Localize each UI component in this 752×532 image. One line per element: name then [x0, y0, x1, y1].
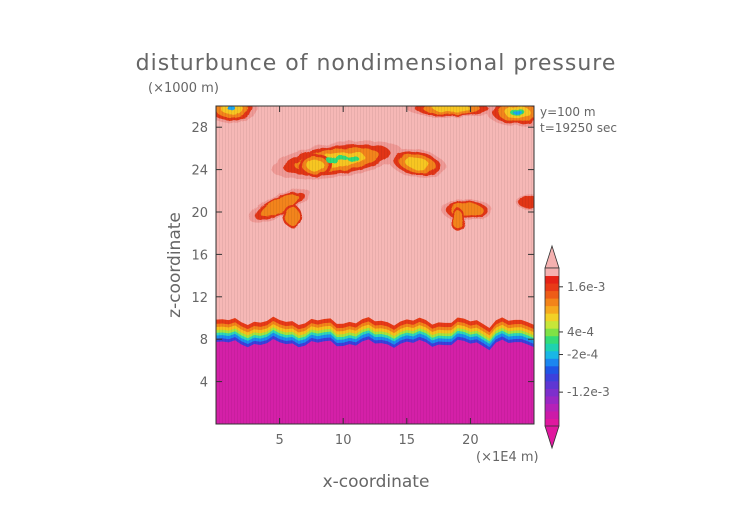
colorbar-label: 4e-4: [567, 325, 594, 339]
colorbar-swatch: [545, 298, 559, 307]
y-tick-label: 20: [191, 206, 208, 221]
colorbar-swatch: [545, 283, 559, 292]
x-unit-note: (×1E4 m): [476, 450, 539, 465]
info-line-y: y=100 m: [540, 105, 596, 119]
colorbar-swatch: [545, 305, 559, 314]
colorbar: [544, 244, 560, 450]
y-tick-label: 28: [191, 121, 208, 136]
info-line-t: t=19250 sec: [540, 121, 617, 135]
colorbar-swatch: [545, 395, 559, 404]
y-tick-label: 8: [200, 333, 208, 348]
colorbar-label: -1.2e-3: [567, 385, 610, 399]
y-tick-label: 24: [191, 164, 208, 179]
plot-area: [216, 106, 534, 424]
colorbar-swatch: [545, 313, 559, 322]
colorbar-label: 1.6e-3: [567, 280, 605, 294]
colorbar-swatch: [545, 380, 559, 389]
colorbar-label: -2e-4: [567, 348, 598, 362]
y-tick-label: 4: [200, 376, 208, 391]
colorbar-swatch: [545, 320, 559, 329]
colorbar-swatch: [545, 373, 559, 382]
colorbar-swatch: [545, 335, 559, 344]
colorbar-swatch: [545, 365, 559, 374]
colorbar-swatch: [545, 358, 559, 367]
x-axis-ticks: 5 10 15 20: [275, 106, 479, 448]
colorbar-swatch: [545, 418, 559, 427]
x-tick-label: 5: [275, 433, 283, 448]
colorbar-swatch: [545, 275, 559, 284]
y-axis-ticks: 4 8 12 16 20 24 28: [191, 121, 534, 391]
x-tick-label: 15: [399, 433, 416, 448]
plot-frame: [215, 105, 535, 425]
colorbar-swatch: [545, 268, 559, 277]
colorbar-swatch: [545, 328, 559, 337]
x-tick-label: 10: [335, 433, 352, 448]
y-tick-label: 16: [191, 248, 208, 263]
colorbar-frame: [544, 267, 560, 427]
colorbar-top-arrow: [544, 244, 560, 269]
colorbar-swatch: [545, 410, 559, 419]
colorbar-swatch: [545, 388, 559, 397]
scale-note: (×1000 m): [148, 81, 219, 96]
x-tick-label: 20: [462, 433, 479, 448]
chart-title: disturbunce of nondimensional pressure: [136, 51, 617, 76]
colorbar-bottom-arrow: [544, 425, 560, 450]
y-tick-label: 12: [191, 291, 208, 306]
grid-stripe-texture: [216, 106, 534, 424]
colorbar-swatch: [545, 343, 559, 352]
y-axis-label: z-coordinate: [165, 212, 185, 318]
x-axis-label: x-coordinate: [323, 472, 430, 492]
colorbar-swatch: [545, 350, 559, 359]
colorbar-swatch: [545, 403, 559, 412]
colorbar-labels: 1.6e-3 4e-4 -2e-4 -1.2e-3: [559, 280, 610, 399]
colorbar-swatch: [545, 290, 559, 299]
